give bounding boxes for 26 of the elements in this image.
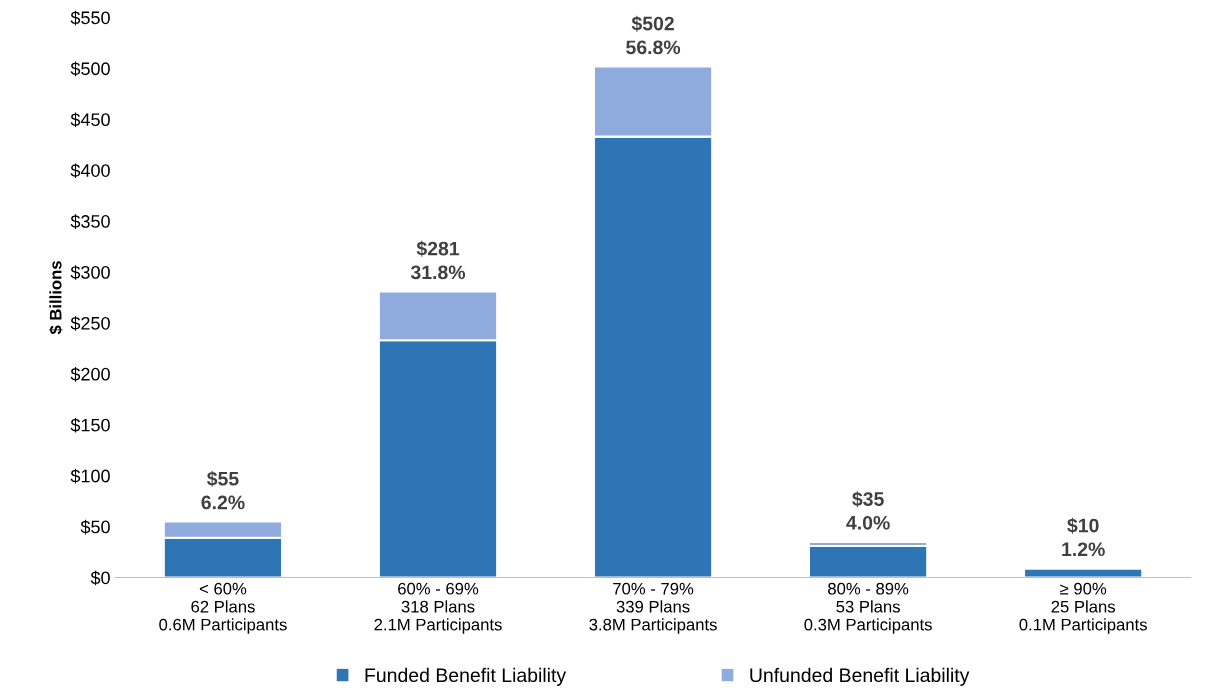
x-tick-label: 70% - 79% 339 Plans 3.8M Participants [589, 582, 717, 634]
bar [807, 544, 929, 578]
y-tick-label: $450 [70, 112, 110, 128]
total-label: $55 6.2% [201, 470, 245, 510]
x-tick-label: ≥ 90% 25 Plans 0.1M Participants [1019, 582, 1147, 634]
y-tick-label: $50 [80, 519, 110, 535]
y-tick-label: $350 [70, 214, 110, 229]
total-label: $10 1.2% [1062, 517, 1105, 557]
total-label: $502 56.8% [626, 15, 681, 55]
x-tick-label: 60% - 69% 318 Plans 2.1M Participants [374, 582, 502, 634]
y-tick-label: $550 [70, 10, 110, 26]
y-tick-label: $200 [70, 367, 110, 382]
y-tick-label: $500 [70, 61, 110, 77]
total-label: $281 31.8% [410, 240, 466, 280]
y-tick-label: $250 [70, 316, 110, 331]
y-tick-label: $100 [70, 468, 110, 484]
x-tick-label: 80% - 89% 53 Plans 0.3M Participants [804, 582, 932, 634]
y-tick-label: $150 [70, 417, 110, 433]
y-axis-title: $ Billions [49, 261, 63, 335]
legend-label: Funded Benefit Liability [365, 667, 567, 686]
y-tick-label: $400 [70, 163, 110, 179]
total-label: $35 4.0% [846, 491, 890, 530]
x-tick-label: < 60% 62 Plans 0.6M Participants [159, 582, 287, 634]
y-tick-label: $300 [70, 265, 110, 280]
legend-label: Unfunded Benefit Liability [750, 667, 970, 686]
y-tick-label: $0 [90, 570, 110, 586]
